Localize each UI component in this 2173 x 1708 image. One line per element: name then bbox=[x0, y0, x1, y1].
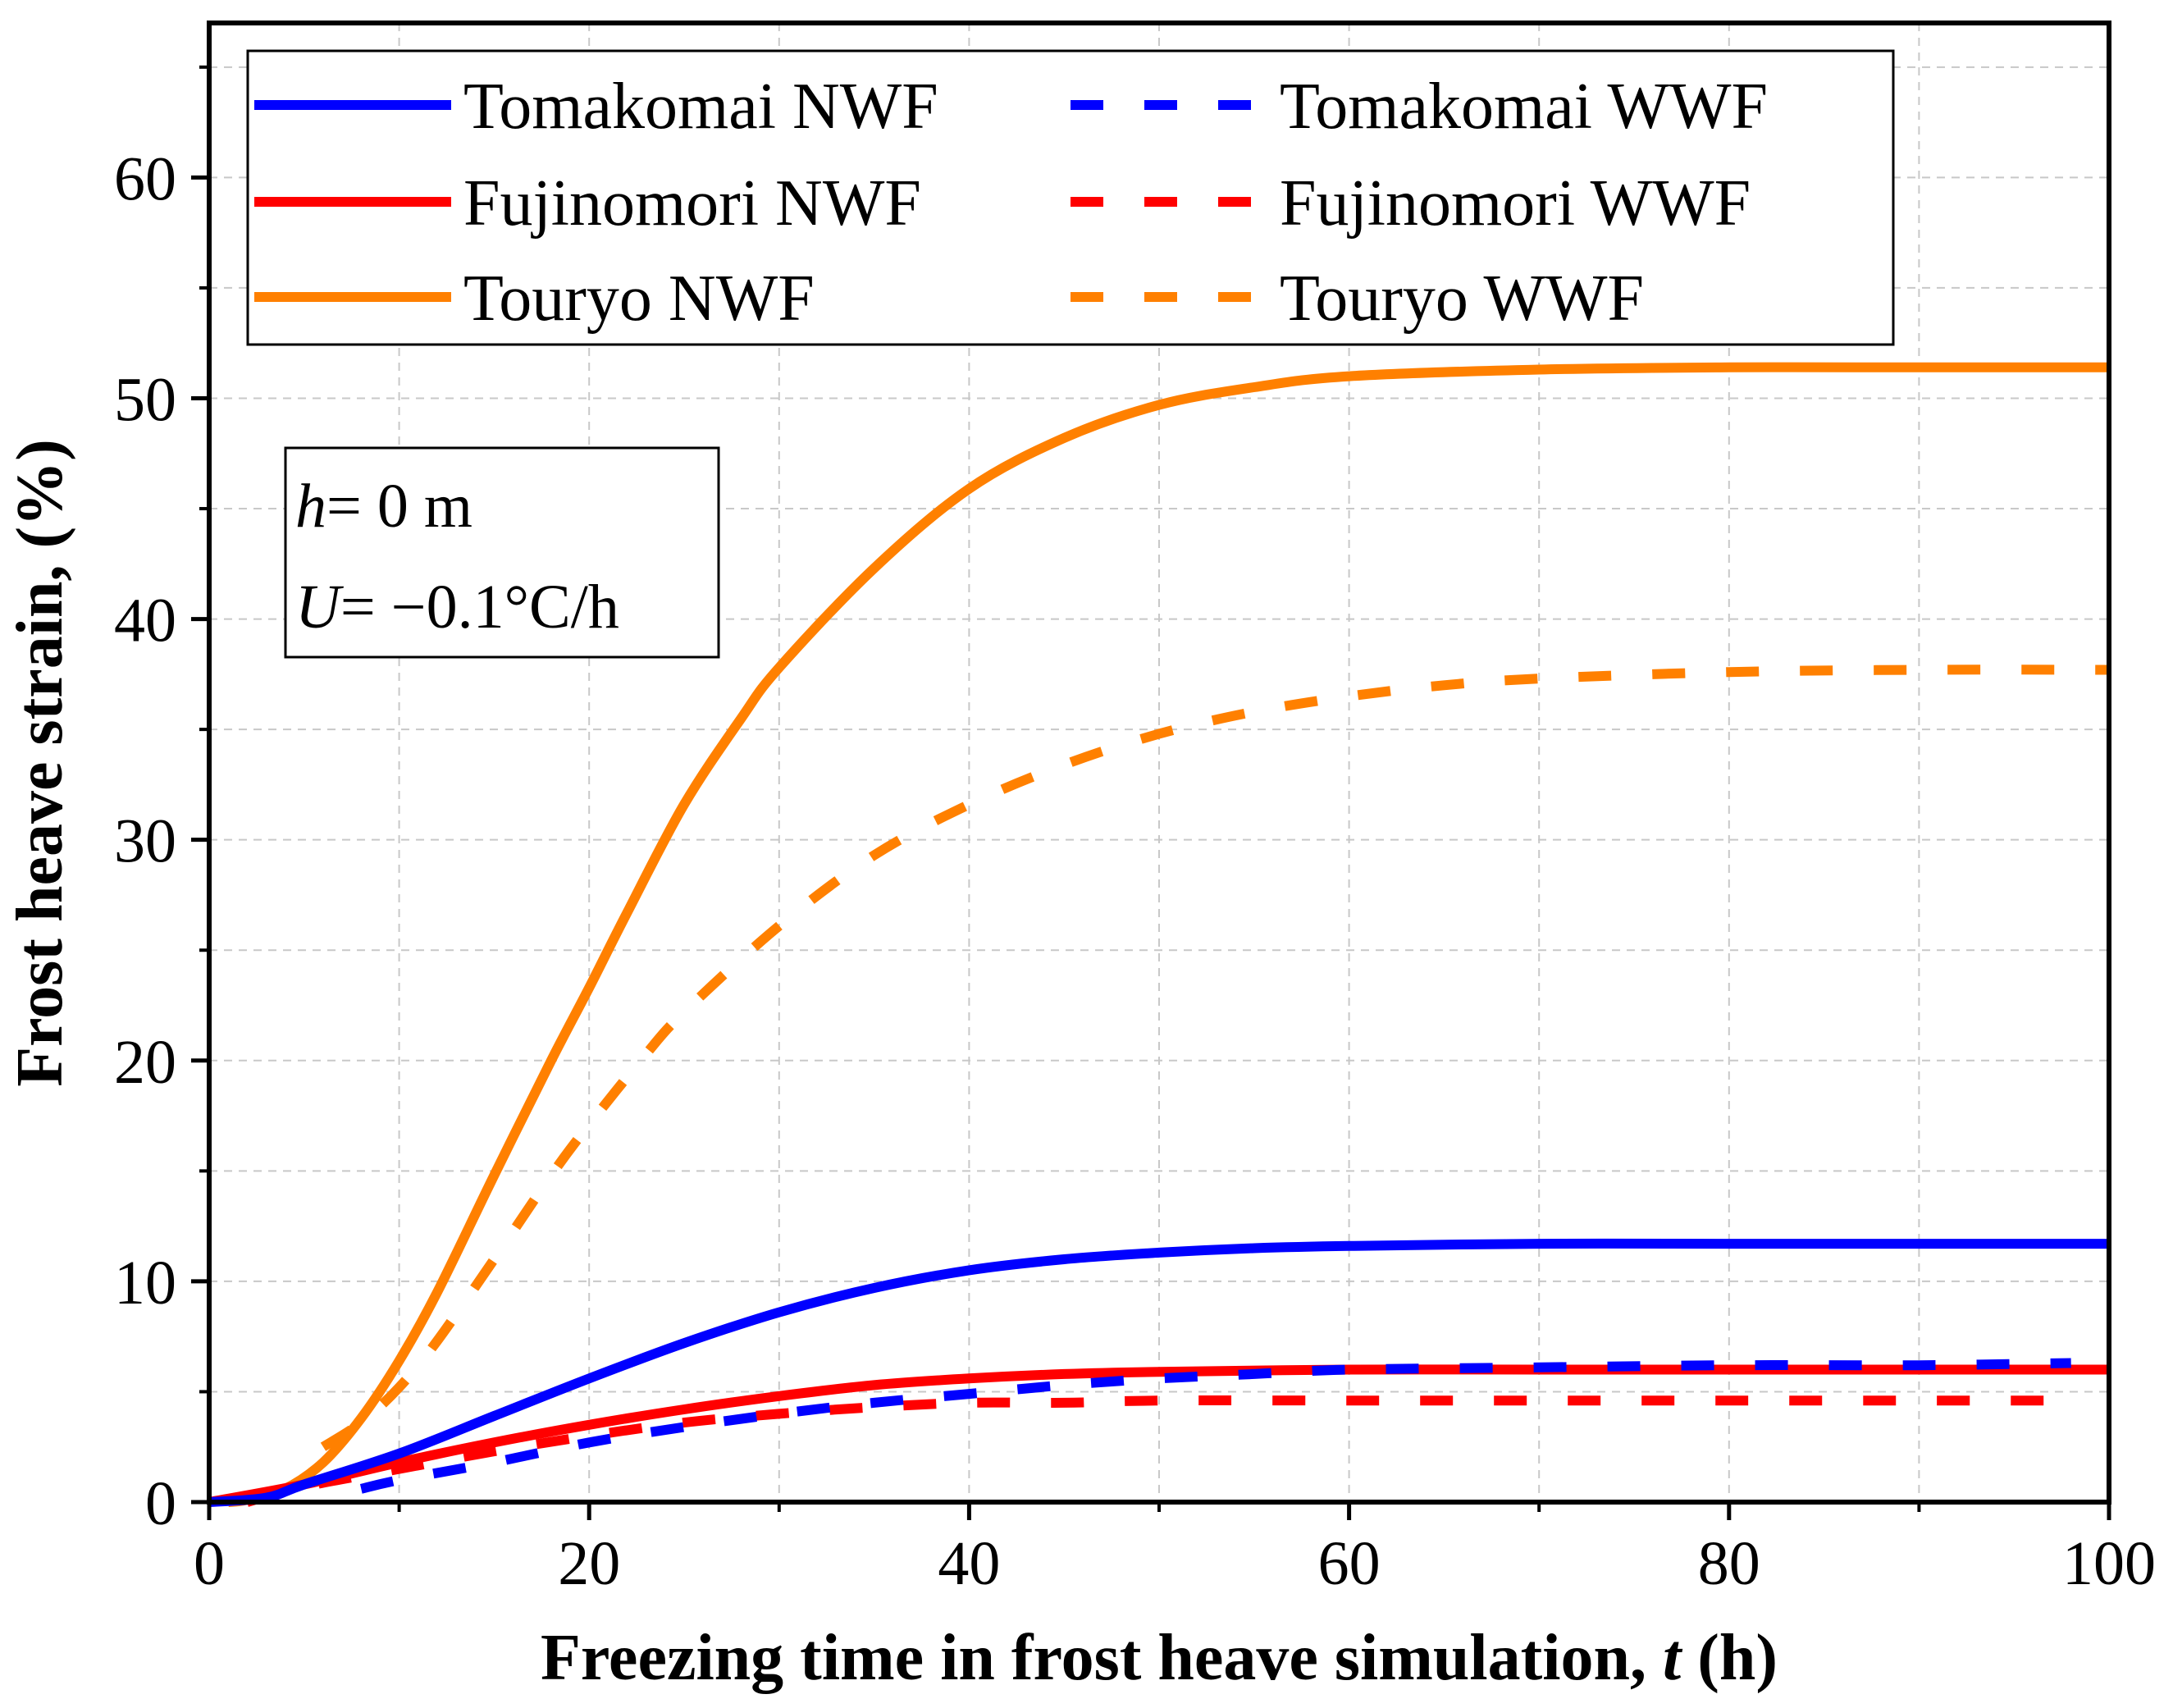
annotation-line-depth: h= 0 m bbox=[295, 472, 472, 541]
annotation-box bbox=[284, 446, 720, 659]
series-line-fujinomori-nwf bbox=[208, 1364, 2109, 1507]
x-tick-label: 0 bbox=[194, 1529, 225, 1598]
x-tick-label: 20 bbox=[558, 1529, 620, 1598]
y-tick-label: 0 bbox=[145, 1469, 176, 1538]
x-tick-label: 40 bbox=[938, 1529, 1000, 1598]
series-line-tomakomai-wwf bbox=[359, 1358, 2071, 1494]
legend-label-fujinomori-wwf: Fujinomori WWF bbox=[1280, 167, 1751, 240]
x-tick-label: 100 bbox=[2062, 1529, 2156, 1598]
y-tick-label: 20 bbox=[114, 1028, 176, 1097]
y-tick-label: 50 bbox=[114, 365, 176, 434]
axis-ticks bbox=[191, 65, 2111, 1520]
legend-label-touryo-nwf: Touryo NWF bbox=[463, 263, 815, 335]
legend-label-fujinomori-nwf: Fujinomori NWF bbox=[463, 167, 921, 240]
legend-label-touryo-wwf: Touryo WWF bbox=[1280, 263, 1644, 335]
legend-items: Tomakomai NWF Tomakomai WWF Fujinomori NWF… bbox=[254, 71, 1768, 335]
series-lines bbox=[208, 362, 2110, 1507]
y-axis-title: Frost heave strain, (%) bbox=[4, 439, 76, 1087]
y-tick-label: 30 bbox=[114, 807, 176, 876]
tick-labels: 0 20 40 60 80 100 0 10 20 30 40 50 60 bbox=[114, 144, 2156, 1598]
y-tick-label: 40 bbox=[114, 587, 176, 655]
y-tick-label: 10 bbox=[114, 1249, 176, 1318]
y-tick-label: 60 bbox=[114, 144, 176, 213]
legend-label-tomakomai-nwf: Tomakomai NWF bbox=[463, 71, 938, 143]
x-tick-label: 80 bbox=[1698, 1529, 1760, 1598]
series-line-tomakomai-nwf bbox=[208, 1238, 2109, 1507]
legend-label-tomakomai-wwf: Tomakomai WWF bbox=[1280, 71, 1768, 143]
series-line-fujinomori-wwf bbox=[245, 1395, 2071, 1507]
series-line-touryo-nwf bbox=[227, 362, 2109, 1507]
annotation-line-rate: U= −0.1°C/h bbox=[295, 573, 619, 642]
legend: Tomakomai NWF Tomakomai WWF Fujinomori NWF… bbox=[246, 49, 1895, 346]
series-line-touryo-wwf bbox=[320, 664, 2110, 1451]
x-tick-label: 60 bbox=[1318, 1529, 1381, 1598]
parameter-annotation: h= 0 m U= −0.1°C/h bbox=[284, 446, 720, 659]
x-axis-title: Freezing time in frost heave simulation,… bbox=[541, 1622, 1778, 1694]
